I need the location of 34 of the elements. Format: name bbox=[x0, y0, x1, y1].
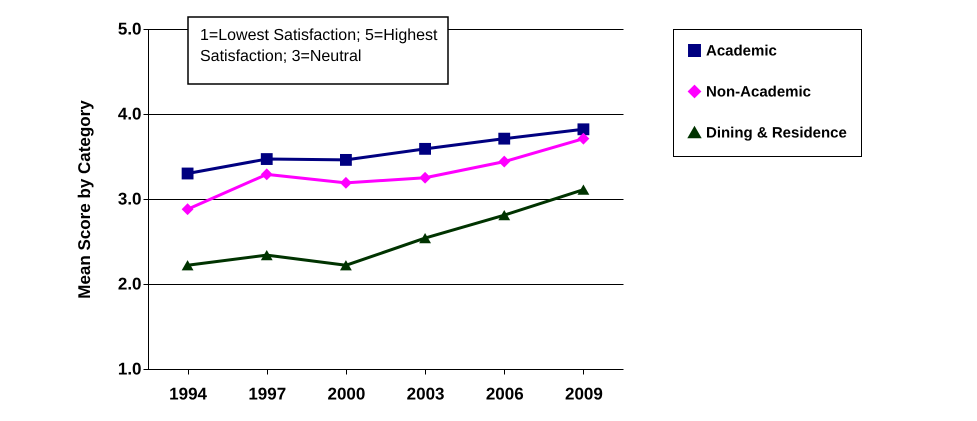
legend-label: Non-Academic bbox=[706, 84, 812, 100]
point bbox=[260, 250, 273, 260]
x-tick-label: 1994 bbox=[169, 384, 208, 404]
point bbox=[182, 203, 194, 216]
point bbox=[498, 132, 510, 145]
y-tick-label: 5.0 bbox=[118, 20, 142, 38]
point bbox=[419, 172, 431, 184]
y-tick-label: 2.0 bbox=[118, 274, 142, 294]
point bbox=[419, 232, 431, 244]
point bbox=[182, 168, 194, 180]
y-tick-label: 4.0 bbox=[118, 104, 142, 124]
point bbox=[578, 184, 590, 195]
point bbox=[182, 260, 194, 270]
point bbox=[260, 153, 273, 165]
point bbox=[578, 132, 590, 145]
legend-label: Dining & Residence bbox=[706, 124, 847, 142]
y-tick-label: 3.0 bbox=[118, 190, 142, 208]
x-tick-label: 2003 bbox=[406, 384, 444, 404]
point bbox=[340, 176, 352, 189]
x-tick-label: 2000 bbox=[328, 384, 366, 404]
point bbox=[498, 210, 510, 220]
point bbox=[340, 260, 352, 270]
point bbox=[578, 123, 590, 136]
annotation: 1=Lowest Satisfaction; 5=Highest Satisfaction; 3=Neutral bbox=[200, 27, 438, 65]
point bbox=[340, 154, 352, 166]
x-tick-label: 1997 bbox=[248, 384, 286, 404]
legend-label: Academic bbox=[706, 42, 777, 60]
y-axis-title: Mean Score by Category bbox=[74, 100, 94, 299]
point bbox=[419, 142, 431, 155]
point bbox=[260, 168, 273, 180]
x-tick-label: 2006 bbox=[486, 384, 524, 404]
y-tick-label: 1.0 bbox=[118, 360, 142, 378]
point bbox=[498, 156, 510, 168]
x-tick-label: 2009 bbox=[565, 384, 603, 404]
